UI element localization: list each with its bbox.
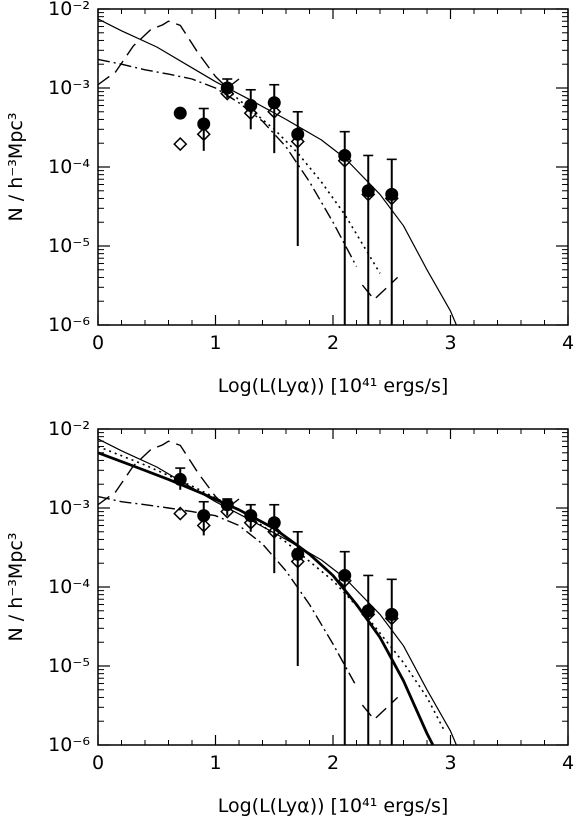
bottom-filled-circle-point xyxy=(220,498,234,512)
top-plot-frame xyxy=(97,8,569,326)
bottom-filled-circle-point xyxy=(267,516,281,530)
top-panel: 0 1 2 3 4 10⁻⁶ 10⁻⁵ 10⁻⁴ 10⁻³ 10⁻² Log(L(Lyα)) [1… xyxy=(5,0,574,397)
top-filled-circle-point xyxy=(361,184,375,198)
bottom-filled-circle-point xyxy=(173,472,187,486)
top-filled-circle-point xyxy=(220,81,234,95)
top-clipped-area xyxy=(98,18,457,325)
top-tick-labels: 0 1 2 3 4 10⁻⁶ 10⁻⁵ 10⁻⁴ 10⁻³ 10⁻² xyxy=(48,0,574,354)
bottom-series-thick-1 xyxy=(98,451,435,745)
top-x-tick-label: 3 xyxy=(444,332,456,354)
top-open-diamond-point xyxy=(243,106,258,121)
bottom-x-tick-label: 0 xyxy=(92,752,104,774)
bottom-filled-circle-point xyxy=(361,604,375,618)
top-series-solid-0 xyxy=(98,18,457,325)
bottom-x-tick-label: 4 xyxy=(562,752,574,774)
top-y-tick-label: 10⁻² xyxy=(48,0,90,20)
bottom-filled-circle-point xyxy=(291,547,305,561)
top-x-tick-label: 2 xyxy=(327,332,339,354)
top-open-diamond-point xyxy=(290,134,305,149)
bottom-plot-frame xyxy=(97,428,569,746)
top-series-dashed-1 xyxy=(98,20,240,89)
top-filled-circle-point xyxy=(338,148,352,162)
bottom-x-tick-label: 1 xyxy=(209,752,221,774)
top-filled-circle-point xyxy=(173,106,187,120)
bottom-filled-circle-point xyxy=(244,509,258,523)
top-filled-circle-point xyxy=(197,117,211,131)
bottom-plot-contents xyxy=(98,438,457,745)
bottom-panel: 0 1 2 3 4 10⁻⁶ 10⁻⁵ 10⁻⁴ 10⁻³ 10⁻² Log(L(Lyα)) [1… xyxy=(5,418,574,817)
top-x-axis-label: Log(L(Lyα)) [10⁴¹ ergs/s] xyxy=(218,375,449,397)
bottom-y-axis-label: N / h⁻³Mpc³ xyxy=(5,533,27,642)
top-series-dotted-3 xyxy=(226,89,381,274)
bottom-filled-circle-point xyxy=(338,568,352,582)
bottom-open-diamond-point xyxy=(173,506,188,521)
top-filled-circle-point xyxy=(244,99,258,113)
top-plot-contents xyxy=(98,18,457,325)
bottom-y-tick-label: 10⁻³ xyxy=(48,497,90,519)
bottom-open-diamond-point xyxy=(243,515,258,530)
top-open-diamond-point xyxy=(196,127,211,142)
top-open-diamond-point xyxy=(267,104,282,119)
bottom-open-diamond-point xyxy=(196,518,211,533)
top-filled-circle-point xyxy=(385,187,399,201)
bottom-series-solid-0 xyxy=(98,438,457,745)
bottom-open-diamond-point xyxy=(290,554,305,569)
bottom-clipped-area xyxy=(98,438,457,745)
top-y-axis-label: N / h⁻³Mpc³ xyxy=(5,113,27,222)
top-x-tick-label: 4 xyxy=(562,332,574,354)
bottom-y-tick-label: 10⁻⁴ xyxy=(48,576,90,598)
top-x-tick-label: 1 xyxy=(209,332,221,354)
top-open-diamond-point xyxy=(173,137,188,152)
bottom-filled-circle-point xyxy=(197,509,211,523)
top-x-tick-label: 0 xyxy=(92,332,104,354)
bottom-x-tick-label: 3 xyxy=(444,752,456,774)
bottom-ticks xyxy=(97,428,569,746)
top-y-tick-label: 10⁻³ xyxy=(48,77,90,99)
top-filled-circle-point xyxy=(267,96,281,110)
bottom-x-axis-label: Log(L(Lyα)) [10⁴¹ ergs/s] xyxy=(218,795,449,817)
top-filled-circle-point xyxy=(291,127,305,141)
bottom-y-tick-label: 10⁻⁶ xyxy=(48,734,90,756)
bottom-tick-labels: 0 1 2 3 4 10⁻⁶ 10⁻⁵ 10⁻⁴ 10⁻³ 10⁻² xyxy=(48,418,574,774)
top-ticks xyxy=(97,8,569,326)
bottom-series-dashdot-5 xyxy=(98,495,358,687)
bottom-y-tick-label: 10⁻⁵ xyxy=(48,655,90,677)
bottom-filled-circle-point xyxy=(385,607,399,621)
top-y-tick-label: 10⁻⁵ xyxy=(48,235,90,257)
bottom-open-diamond-point xyxy=(267,524,282,539)
bottom-x-tick-label: 2 xyxy=(327,752,339,774)
top-y-tick-label: 10⁻⁴ xyxy=(48,156,90,178)
bottom-y-tick-label: 10⁻² xyxy=(48,418,90,440)
top-y-tick-label: 10⁻⁶ xyxy=(48,314,90,336)
